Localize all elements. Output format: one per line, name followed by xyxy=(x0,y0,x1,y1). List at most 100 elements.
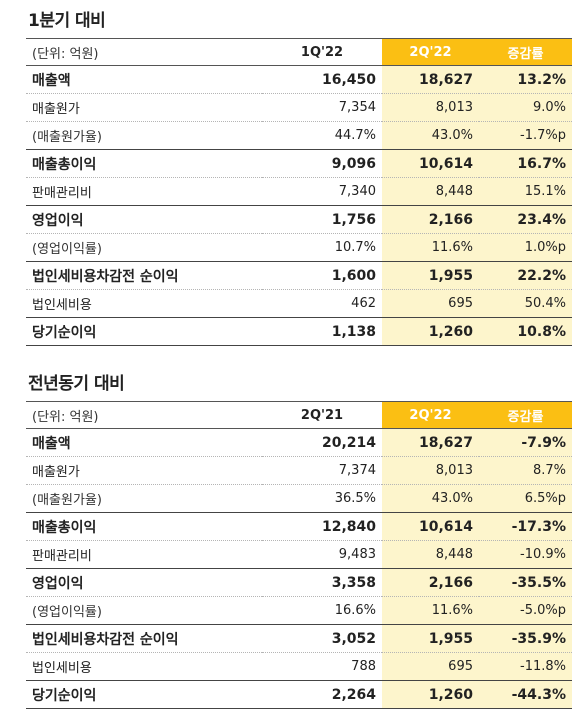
table-row: 매출액 20,214 18,627 -7.9% xyxy=(26,428,572,457)
table-row: (매출원가율) 44.7% 43.0% -1.7%p xyxy=(26,121,572,150)
current-value: 695 xyxy=(382,289,479,318)
base-value: 7,354 xyxy=(262,93,382,122)
base-value: 3,358 xyxy=(262,568,382,597)
current-value: 10,614 xyxy=(382,149,479,178)
current-value: 8,013 xyxy=(382,93,479,122)
unit-label: (단위: 억원) xyxy=(26,401,262,429)
section-title: 1분기 대비 xyxy=(28,11,106,31)
row-label: 매출원가 xyxy=(26,93,262,122)
change-rate: 9.0% xyxy=(479,93,572,122)
table-row: 판매관리비 9,483 8,448 -10.9% xyxy=(26,540,572,569)
period-base-header: 2Q'21 xyxy=(262,401,382,429)
base-value: 462 xyxy=(262,289,382,318)
base-value: 44.7% xyxy=(262,121,382,150)
base-value: 1,138 xyxy=(262,317,382,346)
row-label: 판매관리비 xyxy=(26,540,262,569)
unit-label: (단위: 억원) xyxy=(26,38,262,66)
base-value: 1,600 xyxy=(262,261,382,290)
change-rate: -11.8% xyxy=(479,652,572,681)
row-label: 매출원가 xyxy=(26,456,262,485)
row-label: 매출총이익 xyxy=(26,149,262,178)
change-rate: 8.7% xyxy=(479,456,572,485)
section-title: 전년동기 대비 xyxy=(28,374,125,394)
table-row: 법인세비용 788 695 -11.8% xyxy=(26,652,572,681)
row-label: 법인세비용 xyxy=(26,652,262,681)
change-rate: -17.3% xyxy=(479,512,572,541)
current-value: 10,614 xyxy=(382,512,479,541)
current-value: 1,955 xyxy=(382,261,479,290)
row-label: 매출액 xyxy=(26,428,262,457)
financial-table: (단위: 억원) 1Q'22 2Q'22 증감률 매출액 16,450 18,627 13.2… xyxy=(26,38,572,346)
change-rate: 1.0%p xyxy=(479,233,572,262)
table-row: 영업이익 1,756 2,166 23.4% xyxy=(26,205,572,234)
table-row: 매출총이익 12,840 10,614 -17.3% xyxy=(26,512,572,541)
base-value: 16.6% xyxy=(262,596,382,625)
change-rate: 50.4% xyxy=(479,289,572,318)
row-label: 당기순이익 xyxy=(26,317,262,346)
current-value: 43.0% xyxy=(382,121,479,150)
current-value: 11.6% xyxy=(382,233,479,262)
table-row: (영업이익률) 10.7% 11.6% 1.0%p xyxy=(26,233,572,262)
row-label: (영업이익률) xyxy=(26,233,262,262)
change-rate: -35.9% xyxy=(479,624,572,653)
row-label: 판매관리비 xyxy=(26,177,262,206)
change-rate: -44.3% xyxy=(479,680,572,709)
table-row: 법인세비용 462 695 50.4% xyxy=(26,289,572,318)
row-label: 법인세비용차감전 순이익 xyxy=(26,624,262,653)
change-rate: 13.2% xyxy=(479,65,572,94)
current-value: 18,627 xyxy=(382,65,479,94)
row-label: 영업이익 xyxy=(26,568,262,597)
base-value: 9,483 xyxy=(262,540,382,569)
table-row: 법인세비용차감전 순이익 3,052 1,955 -35.9% xyxy=(26,624,572,653)
base-value: 20,214 xyxy=(262,428,382,457)
change-rate: 15.1% xyxy=(479,177,572,206)
current-value: 1,260 xyxy=(382,680,479,709)
change-rate-header: 증감률 xyxy=(479,401,572,429)
current-value: 8,448 xyxy=(382,540,479,569)
table-row: (영업이익률) 16.6% 11.6% -5.0%p xyxy=(26,596,572,625)
period-current-header: 2Q'22 xyxy=(382,38,479,66)
row-label: 매출액 xyxy=(26,65,262,94)
base-value: 10.7% xyxy=(262,233,382,262)
period-current-header: 2Q'22 xyxy=(382,401,479,429)
row-label: 법인세비용차감전 순이익 xyxy=(26,261,262,290)
row-label: (매출원가율) xyxy=(26,484,262,513)
base-value: 36.5% xyxy=(262,484,382,513)
base-value: 9,096 xyxy=(262,149,382,178)
table-row: 매출원가 7,354 8,013 9.0% xyxy=(26,93,572,122)
table-header-row: (단위: 억원) 2Q'21 2Q'22 증감률 xyxy=(26,401,572,429)
base-value: 16,450 xyxy=(262,65,382,94)
change-rate: -10.9% xyxy=(479,540,572,569)
table-row: 매출액 16,450 18,627 13.2% xyxy=(26,65,572,94)
current-value: 2,166 xyxy=(382,568,479,597)
period-base-header: 1Q'22 xyxy=(262,38,382,66)
base-value: 2,264 xyxy=(262,680,382,709)
current-value: 2,166 xyxy=(382,205,479,234)
table-row: 법인세비용차감전 순이익 1,600 1,955 22.2% xyxy=(26,261,572,290)
table-row: (매출원가율) 36.5% 43.0% 6.5%p xyxy=(26,484,572,513)
current-value: 43.0% xyxy=(382,484,479,513)
current-value: 18,627 xyxy=(382,428,479,457)
row-label: 당기순이익 xyxy=(26,680,262,709)
base-value: 7,374 xyxy=(262,456,382,485)
row-label: (영업이익률) xyxy=(26,596,262,625)
current-value: 8,013 xyxy=(382,456,479,485)
change-rate: -35.5% xyxy=(479,568,572,597)
current-value: 8,448 xyxy=(382,177,479,206)
table-row: 당기순이익 1,138 1,260 10.8% xyxy=(26,317,572,346)
base-value: 3,052 xyxy=(262,624,382,653)
row-label: (매출원가율) xyxy=(26,121,262,150)
row-label: 법인세비용 xyxy=(26,289,262,318)
base-value: 12,840 xyxy=(262,512,382,541)
table-row: 매출총이익 9,096 10,614 16.7% xyxy=(26,149,572,178)
section-yoy-comparison: 전년동기 대비 (단위: 억원) 2Q'21 2Q'22 증감률 매출액 20,214 18… xyxy=(26,363,572,709)
base-value: 1,756 xyxy=(262,205,382,234)
current-value: 1,955 xyxy=(382,624,479,653)
change-rate: -1.7%p xyxy=(479,121,572,150)
change-rate: -7.9% xyxy=(479,428,572,457)
row-label: 매출총이익 xyxy=(26,512,262,541)
table-row: 영업이익 3,358 2,166 -35.5% xyxy=(26,568,572,597)
change-rate: 16.7% xyxy=(479,149,572,178)
change-rate: -5.0%p xyxy=(479,596,572,625)
table-row: 매출원가 7,374 8,013 8.7% xyxy=(26,456,572,485)
